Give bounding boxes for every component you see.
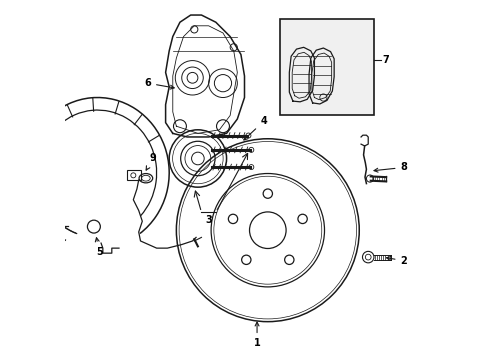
Text: 3: 3: [205, 215, 212, 225]
Text: 1: 1: [253, 322, 260, 348]
Text: 2: 2: [386, 256, 407, 266]
Text: 9: 9: [146, 153, 156, 170]
Text: 8: 8: [373, 162, 407, 172]
Text: 5: 5: [95, 238, 102, 257]
Text: 6: 6: [144, 78, 174, 89]
Text: 4: 4: [244, 116, 267, 140]
Bar: [127, 170, 141, 180]
Text: 7: 7: [382, 55, 388, 65]
Bar: [280, 19, 373, 116]
